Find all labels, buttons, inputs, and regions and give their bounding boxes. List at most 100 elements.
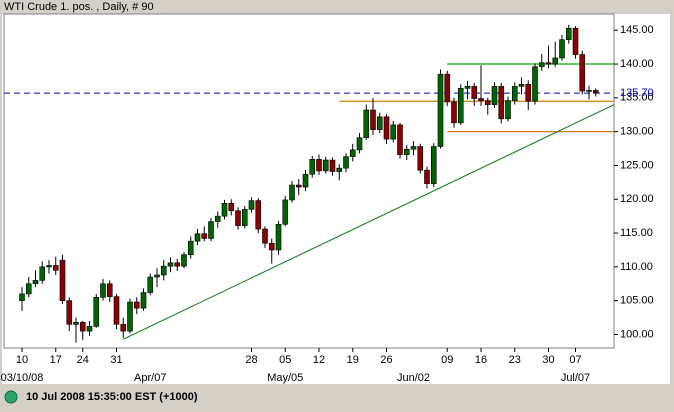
- candle-body: [471, 86, 478, 99]
- candle-body: [241, 209, 248, 226]
- x-tick-label: 19: [347, 354, 359, 366]
- candle-body: [316, 159, 322, 172]
- candle-body: [147, 276, 154, 293]
- y-tick-label: 130.00: [620, 126, 654, 138]
- candle-body: [572, 27, 579, 55]
- x-tick-label: 31: [110, 354, 122, 366]
- x-tick-label: 17: [50, 354, 62, 366]
- x-tick-label: 09: [441, 354, 453, 366]
- candle-body: [376, 116, 383, 130]
- candle-body: [160, 265, 167, 276]
- candle-body: [221, 203, 228, 217]
- candle-body: [106, 283, 113, 297]
- candle-body: [113, 296, 120, 325]
- candle-body: [295, 184, 302, 188]
- candle-body: [181, 254, 187, 267]
- y-tick-label: 100.00: [620, 328, 654, 340]
- candle-body: [592, 90, 599, 94]
- candle-body: [464, 86, 471, 89]
- y-tick-label: 145.00: [620, 24, 654, 36]
- candle-body: [73, 322, 79, 325]
- trendline: [123, 104, 615, 340]
- candle-body: [484, 100, 491, 105]
- chart-title: WTI Crude 1. pos. , Daily, # 90: [4, 1, 154, 13]
- candle-body: [79, 322, 86, 332]
- candle-body: [430, 146, 437, 185]
- y-tick-label: 110.00: [620, 261, 653, 273]
- candle-body: [343, 156, 349, 169]
- candle-body: [349, 149, 356, 157]
- candle-body: [336, 167, 343, 172]
- candle-body: [154, 274, 160, 278]
- candle-body: [491, 86, 498, 105]
- candle-body: [579, 54, 586, 92]
- candle-body: [309, 159, 316, 175]
- candle-body: [322, 159, 329, 172]
- candle-body: [518, 84, 525, 87]
- candle-body: [52, 265, 59, 271]
- period-label: Apr/07: [134, 372, 166, 384]
- candle-body: [403, 148, 410, 155]
- candle-body: [424, 169, 430, 185]
- x-tick-label: 05: [279, 354, 291, 366]
- candle-body: [383, 116, 390, 140]
- y-tick-label: 115.00: [620, 227, 653, 239]
- candle-body: [275, 223, 282, 251]
- x-tick-label: 12: [313, 354, 325, 366]
- period-label: 03/10/08: [1, 372, 44, 384]
- candle-body: [46, 265, 52, 268]
- candle-body: [140, 292, 147, 309]
- candle-body: [255, 200, 262, 230]
- candle-body: [559, 39, 565, 59]
- candle-body: [86, 326, 93, 332]
- x-tick-label: 16: [475, 354, 487, 366]
- candle-body: [478, 98, 484, 101]
- candle-body: [498, 86, 505, 120]
- x-tick-label: 07: [569, 354, 581, 366]
- candle-body: [248, 200, 255, 210]
- candle-body: [268, 242, 275, 251]
- x-tick-label: 23: [509, 354, 521, 366]
- y-tick-label: 140.00: [620, 58, 654, 70]
- candle-body: [93, 296, 100, 327]
- y-tick-label: 135.00: [620, 92, 654, 104]
- candle-body: [167, 262, 174, 267]
- candle-body: [100, 283, 106, 298]
- period-label: Jul/07: [561, 372, 590, 384]
- candle-body: [19, 293, 25, 301]
- candle-body: [363, 109, 370, 139]
- x-tick-label: 24: [77, 354, 89, 366]
- period-label: May/05: [267, 372, 303, 384]
- x-tick-label: 28: [245, 354, 257, 366]
- candle-body: [545, 62, 552, 65]
- candle-body: [525, 84, 532, 102]
- candle-body: [194, 233, 201, 242]
- candle-body: [444, 73, 451, 103]
- candle-body: [289, 184, 295, 201]
- candle-body: [25, 283, 32, 295]
- candle-body: [565, 27, 572, 40]
- candle-body: [505, 100, 511, 120]
- x-tick-label: 26: [380, 354, 392, 366]
- candle-body: [282, 199, 289, 225]
- candle-body: [302, 173, 309, 188]
- candle-body: [370, 109, 376, 130]
- candle-body: [214, 215, 221, 222]
- candle-body: [329, 159, 336, 172]
- status-text: 10 Jul 2008 15:35:00 EST (+1000): [26, 391, 198, 403]
- candle-body: [410, 146, 417, 150]
- candle-body: [511, 86, 518, 101]
- candle-body: [552, 57, 559, 65]
- candle-body: [39, 266, 46, 281]
- candle-body: [228, 203, 235, 212]
- x-tick-label: 10: [16, 354, 28, 366]
- candle-body: [66, 300, 73, 325]
- candle-body: [451, 101, 457, 124]
- candle-body: [397, 124, 403, 155]
- candle-body: [457, 88, 464, 124]
- status-icon: [4, 390, 18, 404]
- candle-body: [133, 301, 140, 309]
- candle-body: [262, 228, 268, 244]
- candle-body: [187, 240, 194, 255]
- period-label: Jun/02: [397, 372, 430, 384]
